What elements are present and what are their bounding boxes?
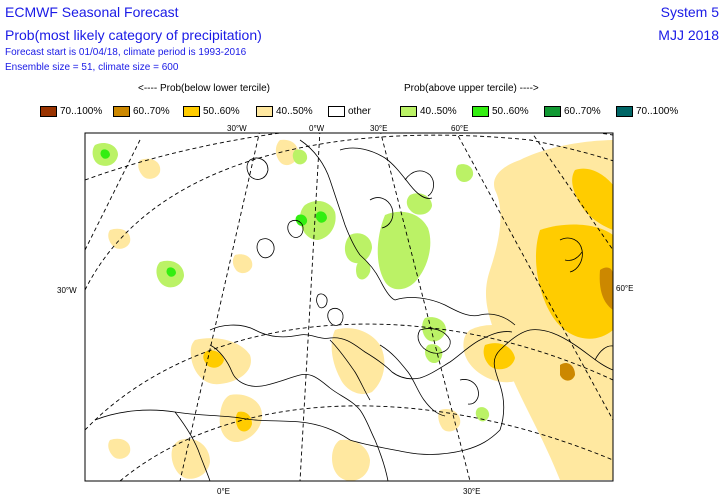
- color-legend: 70..100% 60..70% 50..60% 40..50% other 4…: [0, 104, 725, 120]
- legend-item: 60..70%: [113, 104, 170, 118]
- legend-label: 50..60%: [492, 105, 529, 117]
- graticule-label-top: 60°E: [451, 124, 468, 133]
- above-tercile-caption: Prob(above upper tercile) ---->: [404, 83, 539, 94]
- season-label: MJJ 2018: [658, 27, 719, 43]
- legend-item: 60..70%: [544, 104, 601, 118]
- legend-item: 50..60%: [183, 104, 240, 118]
- legend-swatch: [544, 105, 561, 117]
- legend-swatch: [616, 105, 633, 117]
- legend-swatch: [113, 105, 130, 117]
- legend-item: 70..100%: [40, 104, 102, 118]
- graticule-label-top: 30°E: [370, 124, 387, 133]
- legend-swatch: [183, 105, 200, 117]
- legend-swatch: [400, 105, 417, 117]
- graticule-label-top: 30°W: [227, 124, 247, 133]
- legend-item: other: [328, 104, 371, 118]
- system-label: System 5: [660, 4, 719, 20]
- below-tercile-caption: <---- Prob(below lower tercile): [138, 83, 270, 94]
- legend-swatch: [328, 105, 345, 117]
- graticule-label-bottom: 30°E: [463, 487, 480, 496]
- legend-label: 60..70%: [564, 105, 601, 117]
- graticule-lines: [85, 133, 613, 481]
- legend-label: 70..100%: [60, 105, 103, 117]
- legend-label: 40..50%: [420, 105, 457, 117]
- legend-item: 40..50%: [256, 104, 313, 118]
- map-area: [85, 133, 613, 481]
- coastlines: [94, 139, 613, 481]
- below-tercile-shading: [108, 139, 613, 481]
- legend-label: 40..50%: [276, 105, 313, 117]
- graticule-label-left: 30°W: [57, 286, 77, 295]
- map-title: ECMWF Seasonal Forecast: [5, 4, 179, 20]
- graticule-label-bottom: 0°E: [217, 487, 230, 496]
- graticule-label-top: 0°W: [309, 124, 325, 133]
- map-frame: [84, 132, 614, 482]
- legend-swatch: [256, 105, 273, 117]
- legend-label: other: [348, 105, 371, 117]
- forecast-map: 30°W 0°W 30°E 60°E 30°W 60°E 0°E 30°E: [57, 124, 633, 496]
- legend-item: 40..50%: [400, 104, 457, 118]
- graticule-label-right: 60°E: [616, 284, 633, 293]
- legend-label: 50..60%: [203, 105, 240, 117]
- legend-label: 60..70%: [133, 105, 170, 117]
- legend-item: 50..60%: [472, 104, 529, 118]
- above-tercile-shading: [92, 143, 490, 422]
- forecast-info-line: Forecast start is 01/04/18, climate peri…: [5, 47, 247, 58]
- legend-swatch: [472, 105, 489, 117]
- legend-item: 70..100%: [616, 104, 678, 118]
- map-subtitle: Prob(most likely category of precipitati…: [5, 27, 262, 43]
- legend-swatch: [40, 105, 57, 117]
- legend-label: 70..100%: [636, 105, 679, 117]
- ensemble-info-line: Ensemble size = 51, climate size = 600: [5, 62, 179, 73]
